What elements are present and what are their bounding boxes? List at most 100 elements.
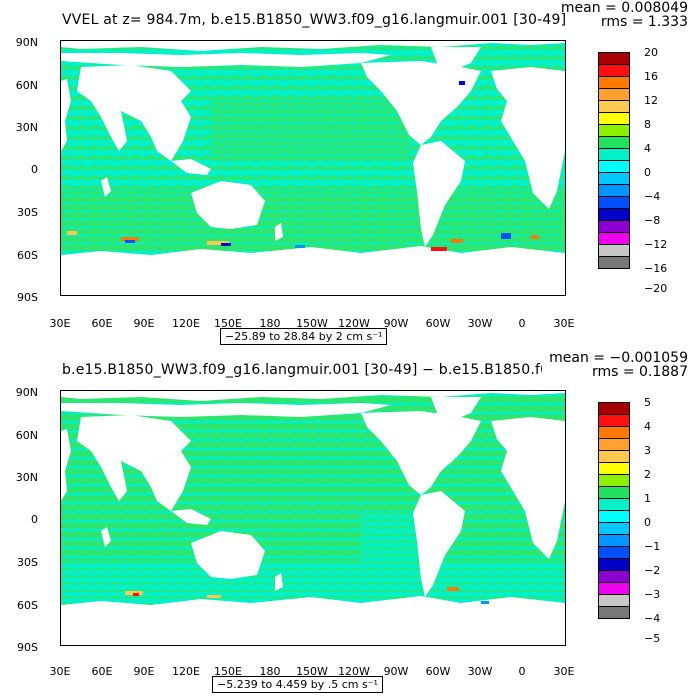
bottom-colorbar-cell	[598, 486, 630, 498]
bottom-colorbar-cell	[598, 498, 630, 510]
bottom-lon-label: 0	[518, 665, 526, 678]
top-lat-0: 0	[31, 163, 38, 176]
top-lat-30n: 30N	[15, 121, 38, 134]
top-lat-60n: 60N	[15, 79, 38, 92]
top-panel-mean: mean = 0.008049	[560, 0, 688, 16]
bottom-colorbar-cell	[598, 570, 630, 582]
bottom-colorbar-label: 3	[644, 444, 651, 457]
top-colorbar-label: 20	[644, 46, 658, 59]
bottom-colorbar-label: 4	[644, 420, 651, 433]
bottom-colorbar-label: −1	[644, 540, 661, 553]
bottom-panel-title: b.e15.B1850_WW3.f09_g16.langmuir.001 [30…	[62, 362, 542, 378]
bottom-panel-mean: mean = −0.001059	[549, 350, 688, 366]
top-colorbar	[598, 52, 630, 269]
top-colorbar-cell	[598, 172, 630, 184]
top-lon-label: 180	[259, 317, 281, 330]
top-colorbar-label: −20	[644, 282, 668, 295]
top-colorbar-cell	[598, 208, 630, 220]
top-lon-label: 60E	[91, 317, 113, 330]
bottom-colorbar-cell	[598, 546, 630, 558]
top-colorbar-label: 8	[644, 118, 651, 131]
bottom-panel-rms: rms = 0.1887	[591, 364, 688, 380]
bottom-colorbar	[598, 402, 630, 619]
bottom-colorbar-label: −4	[644, 612, 661, 625]
bottom-colorbar-label: 2	[644, 468, 651, 481]
top-lon-label: 30E	[553, 317, 575, 330]
top-colorbar-label: 0	[644, 166, 651, 179]
bottom-colorbar-cell	[598, 438, 630, 450]
top-colorbar-label: −12	[644, 238, 668, 251]
top-colorbar-cell	[598, 160, 630, 172]
top-lon-label: 150E	[214, 317, 242, 330]
top-colorbar-cell	[598, 136, 630, 148]
top-colorbar-cell	[598, 184, 630, 196]
top-range-label: −25.89 to 28.84 by 2 cm s⁻¹	[220, 328, 388, 345]
top-map-canvas	[61, 41, 565, 295]
top-colorbar-cell	[598, 100, 630, 112]
bottom-map-canvas	[61, 391, 565, 645]
bottom-range-label: −5.239 to 4.459 by .5 cm s⁻¹	[212, 676, 383, 693]
top-panel: VVEL at z= 984.7m, b.e15.B1850_WW3.f09_g…	[15, 0, 688, 345]
bottom-panel: b.e15.B1850_WW3.f09_g16.langmuir.001 [30…	[0, 350, 700, 700]
bottom-colorbar-cell	[598, 510, 630, 522]
top-lon-label: 90W	[383, 317, 409, 330]
top-panel-title: VVEL at z= 984.7m, b.e15.B1850_WW3.f09_g…	[62, 12, 567, 28]
bottom-lat-60s: 60S	[17, 599, 38, 612]
top-colorbar-cell	[598, 148, 630, 160]
top-lon-label: 30W	[467, 317, 493, 330]
top-lon-label: 90E	[133, 317, 155, 330]
bottom-colorbar-label: −5	[644, 632, 661, 645]
top-lon-label: 120E	[172, 317, 200, 330]
top-lon-label: 120W	[338, 317, 370, 330]
top-colorbar-label: −16	[644, 262, 668, 275]
bottom-lat-30s: 30S	[17, 556, 38, 569]
bottom-colorbar-cell	[598, 534, 630, 546]
bottom-colorbar-label: 5	[644, 396, 651, 409]
top-colorbar-cell	[598, 232, 630, 244]
top-map-anomalies	[67, 81, 539, 251]
top-lon-label: 60W	[425, 317, 451, 330]
bottom-lon-label: 30E	[49, 665, 71, 678]
top-panel-rms: rms = 1.333	[600, 14, 688, 30]
bottom-lon-label: 60E	[91, 665, 113, 678]
top-colorbar-cell	[598, 52, 630, 64]
top-colorbar-cell	[598, 196, 630, 208]
top-lat-90n: 90N	[15, 36, 38, 49]
bottom-lon-label: 90E	[133, 665, 155, 678]
bottom-colorbar-cell	[598, 402, 630, 414]
bottom-lon-label: 180	[259, 665, 281, 678]
bottom-colorbar-cell	[598, 474, 630, 486]
bottom-lon-label: 60W	[425, 665, 451, 678]
bottom-colorbar-cell	[598, 462, 630, 474]
top-map	[60, 40, 566, 296]
top-colorbar-label: 16	[644, 70, 658, 83]
bottom-colorbar-label: 0	[644, 516, 651, 529]
top-lat-30s: 30S	[17, 206, 38, 219]
bottom-colorbar-label: −3	[644, 588, 661, 601]
top-colorbar-label: 4	[644, 142, 651, 155]
top-colorbar-cell	[598, 220, 630, 232]
bottom-lon-label: 150E	[214, 665, 242, 678]
bottom-colorbar-cell	[598, 606, 630, 619]
top-colorbar-label: −4	[644, 190, 661, 203]
top-colorbar-cell	[598, 244, 630, 256]
bottom-colorbar-label: 1	[644, 492, 651, 505]
top-colorbar-cell	[598, 88, 630, 100]
top-colorbar-cell	[598, 256, 630, 269]
bottom-colorbar-cell	[598, 522, 630, 534]
bottom-lon-label: 30W	[467, 665, 493, 678]
bottom-colorbar-cell	[598, 558, 630, 570]
bottom-lat-0: 0	[31, 513, 38, 526]
bottom-colorbar-label: −2	[644, 564, 661, 577]
bottom-colorbar-cell	[598, 594, 630, 606]
top-lon-label: 0	[518, 317, 526, 330]
top-colorbar-cell	[598, 76, 630, 88]
bottom-lat-90s: 90S	[17, 641, 38, 654]
top-colorbar-cell	[598, 112, 630, 124]
bottom-lat-30n: 30N	[15, 471, 38, 484]
bottom-lon-label: 120W	[338, 665, 370, 678]
bottom-lon-label: 90W	[383, 665, 409, 678]
top-colorbar-cell	[598, 124, 630, 136]
bottom-colorbar-cell	[598, 426, 630, 438]
bottom-lon-label: 120E	[172, 665, 200, 678]
